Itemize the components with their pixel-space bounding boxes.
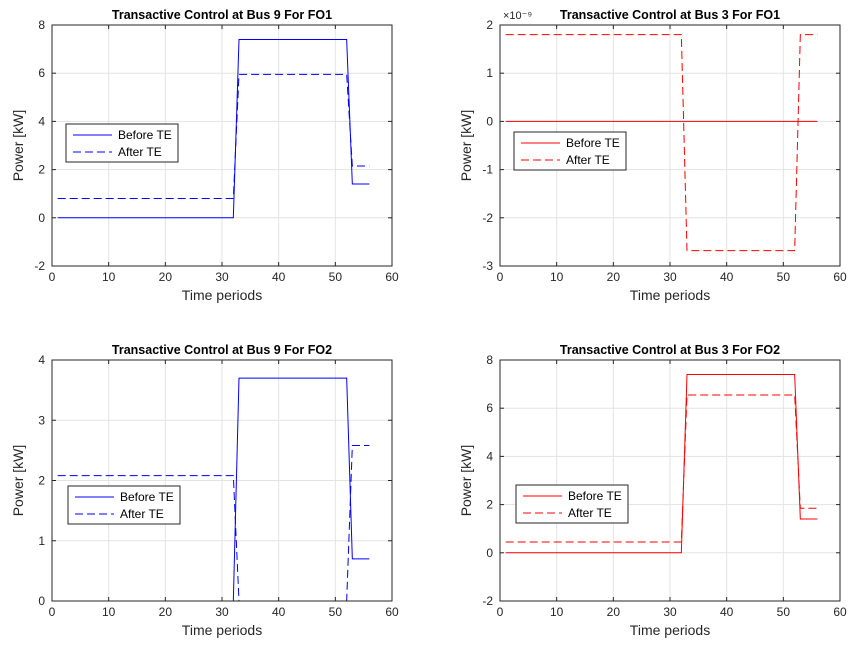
y-tick-label: 4 bbox=[38, 353, 45, 367]
x-tick-label: 20 bbox=[607, 270, 621, 284]
y-tick-label: 0 bbox=[38, 594, 45, 608]
y-tick-label: 8 bbox=[486, 353, 493, 367]
x-tick-label: 20 bbox=[159, 605, 173, 619]
x-tick-label: 30 bbox=[215, 270, 229, 284]
y-tick-label: 6 bbox=[486, 401, 493, 415]
legend-box bbox=[513, 131, 627, 171]
x-axis-label: Time periods bbox=[630, 622, 710, 638]
x-tick-label: 40 bbox=[272, 270, 286, 284]
x-tick-label: 40 bbox=[272, 605, 286, 619]
y-axis-label: Power [kW] bbox=[10, 110, 26, 182]
x-axis-label: Time periods bbox=[182, 287, 262, 303]
chart-title: Transactive Control at Bus 3 For FO1 bbox=[560, 8, 780, 22]
legend-label: After TE bbox=[118, 145, 162, 159]
legend-label: After TE bbox=[120, 507, 164, 521]
y-tick-label: 0 bbox=[486, 114, 493, 128]
x-tick-label: 0 bbox=[497, 605, 504, 619]
x-tick-label: 30 bbox=[663, 605, 677, 619]
legend: Before TE After TE bbox=[513, 131, 627, 171]
legend: Before TE After TE bbox=[67, 485, 181, 525]
y-tick-label: 0 bbox=[38, 211, 45, 225]
x-tick-label: 10 bbox=[102, 605, 116, 619]
x-tick-label: 30 bbox=[663, 270, 677, 284]
x-tick-label: 60 bbox=[833, 270, 847, 284]
x-tick-label: 40 bbox=[720, 605, 734, 619]
chart-panel-3: 0 10 20 30 40 50 60 0 1 2 3 4 Transactive Control at… bbox=[10, 343, 399, 638]
legend-box bbox=[515, 484, 629, 524]
x-tick-label: 50 bbox=[329, 605, 343, 619]
x-tick-label: 50 bbox=[777, 270, 791, 284]
x-axis-label: Time periods bbox=[630, 287, 710, 303]
series-line-before-te bbox=[57, 38, 370, 219]
chart-panel-2: 0 10 20 30 40 50 60 -3 -2 -1 0 1 2 ×10⁻⁹ Transactive C… bbox=[458, 8, 847, 303]
y-tick-label: 2 bbox=[486, 18, 493, 32]
y-tick-label: 0 bbox=[486, 546, 493, 560]
y-tick-label: 6 bbox=[38, 66, 45, 80]
y-tick-label: 2 bbox=[38, 163, 45, 177]
x-tick-label: 10 bbox=[550, 605, 564, 619]
series-line-after-te bbox=[505, 34, 818, 252]
legend-box bbox=[65, 123, 179, 163]
x-tick-label: 0 bbox=[497, 270, 504, 284]
legend: Before TE After TE bbox=[65, 123, 179, 163]
x-tick-label: 40 bbox=[720, 270, 734, 284]
chart-title: Transactive Control at Bus 3 For FO2 bbox=[560, 343, 780, 357]
y-tick-label: -1 bbox=[482, 163, 493, 177]
y-axis-label: Power [kW] bbox=[10, 445, 26, 517]
y-tick-label: -2 bbox=[482, 594, 493, 608]
y-tick-label: -3 bbox=[482, 259, 493, 273]
y-axis-label: Power [kW] bbox=[458, 110, 474, 182]
y-tick-label: 1 bbox=[38, 534, 45, 548]
legend-box bbox=[67, 485, 181, 525]
chart-panel-4: 0 10 20 30 40 50 60 -2 0 2 4 6 8 Transactive Control … bbox=[458, 343, 847, 638]
legend-label: After TE bbox=[566, 153, 610, 167]
chart-title: Transactive Control at Bus 9 For FO2 bbox=[112, 343, 332, 357]
y-tick-label: -2 bbox=[34, 259, 45, 273]
y-axis-label: Power [kW] bbox=[458, 445, 474, 517]
x-tick-label: 20 bbox=[607, 605, 621, 619]
chart-title: Transactive Control at Bus 9 For FO1 bbox=[112, 8, 332, 22]
legend-label: Before TE bbox=[120, 490, 174, 504]
x-tick-label: 60 bbox=[385, 270, 399, 284]
x-tick-label: 60 bbox=[385, 605, 399, 619]
y-tick-label: 2 bbox=[486, 498, 493, 512]
x-tick-label: 50 bbox=[777, 605, 791, 619]
x-tick-label: 60 bbox=[833, 605, 847, 619]
y-tick-label: 4 bbox=[486, 449, 493, 463]
x-tick-label: 20 bbox=[159, 270, 173, 284]
chart-panel-1: 0 10 20 30 40 50 60 -2 0 2 4 6 8 Transactive Control … bbox=[10, 8, 399, 303]
legend-label: Before TE bbox=[118, 128, 172, 142]
y-tick-label: 3 bbox=[38, 413, 45, 427]
x-tick-label: 10 bbox=[550, 270, 564, 284]
series-line-before-te bbox=[505, 373, 818, 554]
y-exponent-label: ×10⁻⁹ bbox=[503, 10, 532, 22]
series-line-after-te bbox=[57, 73, 370, 200]
x-tick-label: 10 bbox=[102, 270, 116, 284]
x-tick-label: 0 bbox=[49, 605, 56, 619]
y-tick-label: 1 bbox=[486, 66, 493, 80]
x-axis-label: Time periods bbox=[182, 622, 262, 638]
y-tick-label: 4 bbox=[38, 114, 45, 128]
y-tick-label: 2 bbox=[38, 474, 45, 488]
legend-label: Before TE bbox=[568, 489, 622, 503]
y-tick-label: 8 bbox=[38, 18, 45, 32]
legend: Before TE After TE bbox=[515, 484, 629, 524]
legend-label: Before TE bbox=[566, 136, 620, 150]
x-tick-label: 50 bbox=[329, 270, 343, 284]
series-line-after-te bbox=[505, 394, 818, 543]
legend-label: After TE bbox=[568, 506, 612, 520]
x-tick-label: 0 bbox=[49, 270, 56, 284]
y-tick-label: -2 bbox=[482, 211, 493, 225]
x-tick-label: 30 bbox=[215, 605, 229, 619]
